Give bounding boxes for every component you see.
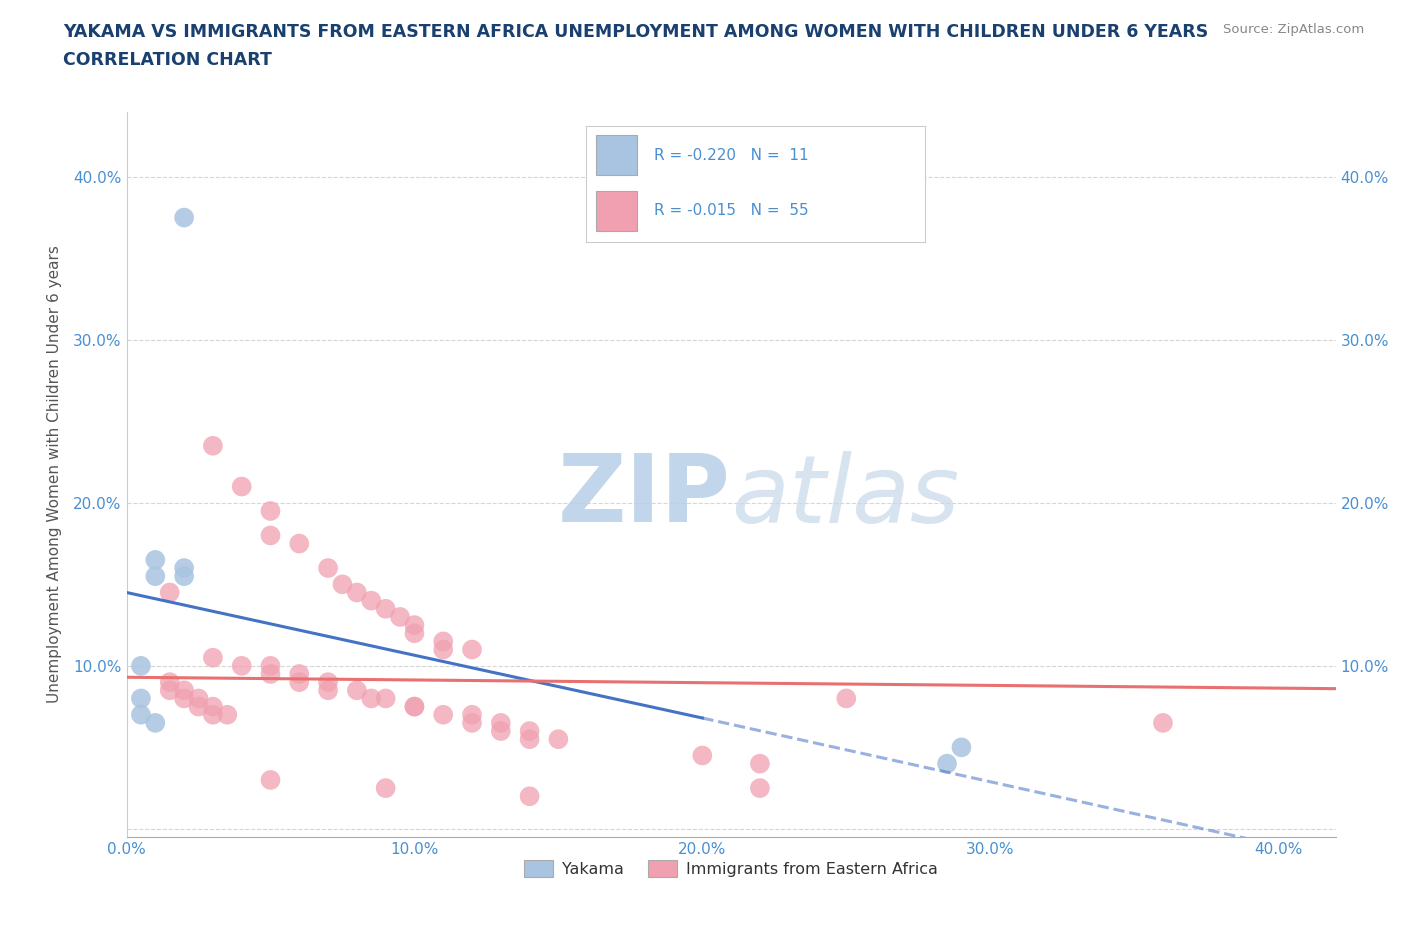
Point [173, 569, 195, 584]
Text: CORRELATION CHART: CORRELATION CHART [63, 51, 273, 69]
Point [461, 642, 484, 657]
Point [1152, 715, 1174, 730]
Point [346, 585, 368, 600]
Point [316, 683, 339, 698]
Point [489, 715, 512, 730]
Point [404, 626, 426, 641]
Point [332, 577, 354, 591]
Point [360, 691, 382, 706]
Point [143, 569, 166, 584]
Point [187, 691, 209, 706]
Point [159, 585, 181, 600]
Point [346, 683, 368, 698]
Point [374, 602, 396, 617]
Point [360, 593, 382, 608]
Point [217, 708, 239, 723]
Point [201, 650, 224, 665]
Point [259, 503, 281, 518]
Point [129, 658, 152, 673]
Text: ZIP: ZIP [558, 450, 731, 542]
Point [173, 683, 195, 698]
Point [432, 708, 454, 723]
Point [288, 667, 311, 682]
Point [187, 699, 209, 714]
Point [201, 438, 224, 453]
Point [259, 528, 281, 543]
Point [259, 773, 281, 788]
Point [201, 699, 224, 714]
Point [519, 789, 541, 804]
Point [129, 691, 152, 706]
Point [129, 708, 152, 723]
Point [835, 691, 858, 706]
Point [389, 609, 412, 624]
Point [950, 740, 973, 755]
Point [288, 536, 311, 551]
Y-axis label: Unemployment Among Women with Children Under 6 years: Unemployment Among Women with Children U… [46, 246, 62, 703]
Point [432, 642, 454, 657]
Point [692, 748, 714, 763]
Legend: Yakama, Immigrants from Eastern Africa: Yakama, Immigrants from Eastern Africa [517, 854, 945, 883]
Point [201, 708, 224, 723]
Point [461, 708, 484, 723]
Point [374, 691, 396, 706]
Point [936, 756, 959, 771]
Point [489, 724, 512, 738]
Point [461, 715, 484, 730]
Text: Source: ZipAtlas.com: Source: ZipAtlas.com [1223, 23, 1364, 36]
Text: YAKAMA VS IMMIGRANTS FROM EASTERN AFRICA UNEMPLOYMENT AMONG WOMEN WITH CHILDREN : YAKAMA VS IMMIGRANTS FROM EASTERN AFRICA… [63, 23, 1209, 41]
Point [259, 667, 281, 682]
Point [404, 618, 426, 632]
Point [404, 699, 426, 714]
Point [288, 674, 311, 689]
Point [316, 674, 339, 689]
Point [316, 561, 339, 576]
Point [159, 674, 181, 689]
Point [748, 756, 770, 771]
Point [143, 552, 166, 567]
Point [748, 780, 770, 795]
Point [143, 715, 166, 730]
Point [519, 724, 541, 738]
Point [173, 691, 195, 706]
Text: atlas: atlas [731, 450, 959, 541]
Point [404, 699, 426, 714]
Point [374, 780, 396, 795]
Point [259, 658, 281, 673]
Point [173, 561, 195, 576]
Point [231, 479, 253, 494]
Point [231, 658, 253, 673]
Point [159, 683, 181, 698]
Point [432, 634, 454, 649]
Point [519, 732, 541, 747]
Point [173, 210, 195, 225]
Point [547, 732, 569, 747]
